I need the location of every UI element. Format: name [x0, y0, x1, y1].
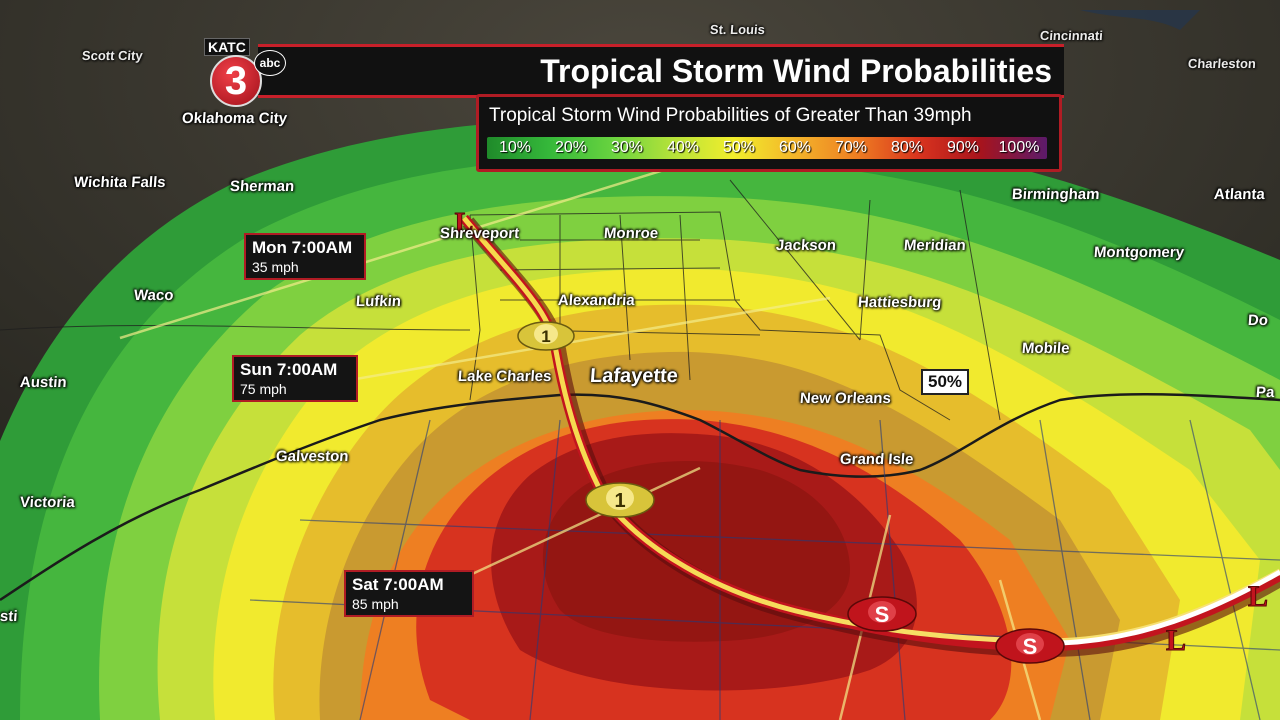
- city-st-louis: St. Louis: [709, 22, 766, 37]
- legend-label-40: 40%: [666, 139, 700, 156]
- city-lufkin: Lufkin: [355, 293, 402, 310]
- lake-shape: [1080, 10, 1200, 30]
- legend-label-90: 90%: [946, 139, 980, 156]
- track-post-tropical: [1059, 569, 1280, 646]
- timeline-box-mon: Mon 7:00AM 35 mph: [244, 233, 366, 280]
- low-label-b: L: [1166, 624, 1186, 657]
- ts-symbol-a: [847, 596, 917, 632]
- city-lafayette: Lafayette: [589, 365, 679, 387]
- logo-channel-number: 3: [210, 55, 262, 107]
- city-wichita-falls: Wichita Falls: [73, 174, 167, 191]
- legend-label-100: 100%: [998, 139, 1040, 156]
- city-shreveport: Shreveport: [439, 225, 520, 242]
- timeline-sat-time: Sat 7:00AM: [352, 575, 444, 594]
- legend-label-80: 80%: [890, 139, 924, 156]
- city-sherman: Sherman: [229, 178, 295, 195]
- legend-color-scale: 10% 20% 30% 40% 50% 60% 70% 80% 90% 100%: [487, 137, 1047, 159]
- city-charleston: Charleston: [1187, 56, 1257, 71]
- city-victoria: Victoria: [19, 494, 76, 511]
- low-label-c: L: [1248, 580, 1268, 613]
- timeline-sun-speed: 75 mph: [240, 381, 287, 397]
- city-scott-city: Scott City: [81, 48, 144, 63]
- city-monroe: Monroe: [603, 225, 659, 242]
- cat1-label-north: 1: [541, 327, 550, 346]
- legend-label-70: 70%: [834, 139, 868, 156]
- city-jackson: Jackson: [775, 237, 837, 254]
- cat1-label-south: 1: [614, 490, 625, 512]
- city-galveston: Galveston: [275, 448, 350, 465]
- city-cincinnati: Cincinnati: [1039, 28, 1104, 43]
- probability-legend: Tropical Storm Wind Probabilities of Gre…: [476, 94, 1062, 172]
- cat1-symbol-north: [517, 321, 575, 351]
- legend-label-60: 60%: [778, 139, 812, 156]
- city-grand-isle: Grand Isle: [839, 451, 914, 468]
- logo-abc-text: abc: [254, 50, 286, 76]
- timeline-box-sat: Sat 7:00AM 85 mph: [344, 570, 474, 617]
- contour-label-50: 50%: [921, 369, 970, 395]
- city-alexandria: Alexandria: [557, 292, 636, 309]
- city-montgomery: Montgomery: [1093, 244, 1185, 261]
- legend-label-50: 50%: [722, 139, 756, 156]
- city-lake-charles: Lake Charles: [457, 368, 552, 385]
- city-hattiesburg: Hattiesburg: [857, 294, 942, 311]
- logo-katc-text: KATC: [204, 38, 250, 56]
- city-corpus-christi: sti: [0, 608, 19, 625]
- city-austin: Austin: [19, 374, 68, 391]
- city-birmingham: Birmingham: [1011, 186, 1101, 203]
- city-dothan: Do: [1247, 312, 1269, 329]
- gulf-coastline: [0, 392, 1280, 602]
- title-bar: Tropical Storm Wind Probabilities: [258, 44, 1064, 98]
- ts-label-a: S: [875, 602, 890, 627]
- station-logo: KATC 3 abc: [204, 38, 286, 112]
- city-mobile: Mobile: [1021, 340, 1071, 357]
- legend-title: Tropical Storm Wind Probabilities of Gre…: [489, 105, 972, 126]
- city-panama: Pa: [1255, 384, 1275, 401]
- legend-label-10: 10%: [498, 139, 532, 156]
- timeline-mon-time: Mon 7:00AM: [252, 238, 353, 257]
- city-waco: Waco: [133, 287, 175, 304]
- ts-label-b: S: [1023, 634, 1038, 659]
- low-label-a: L: [455, 208, 474, 239]
- city-oklahoma-city: Oklahoma City: [181, 110, 288, 127]
- page-title: Tropical Storm Wind Probabilities: [540, 53, 1052, 89]
- city-new-orleans: New Orleans: [799, 390, 892, 407]
- legend-label-20: 20%: [554, 139, 588, 156]
- legend-label-30: 30%: [610, 139, 644, 156]
- timeline-sat-speed: 85 mph: [352, 596, 399, 612]
- timeline-box-sun: Sun 7:00AM 75 mph: [232, 355, 358, 402]
- state-boundaries: [0, 179, 1001, 421]
- ts-symbol-b: [995, 628, 1065, 664]
- city-meridian: Meridian: [903, 237, 967, 254]
- timeline-sun-time: Sun 7:00AM: [240, 360, 338, 379]
- timeline-mon-speed: 35 mph: [252, 259, 299, 275]
- cat1-symbol-south: [585, 482, 655, 518]
- city-atlanta: Atlanta: [1213, 186, 1266, 203]
